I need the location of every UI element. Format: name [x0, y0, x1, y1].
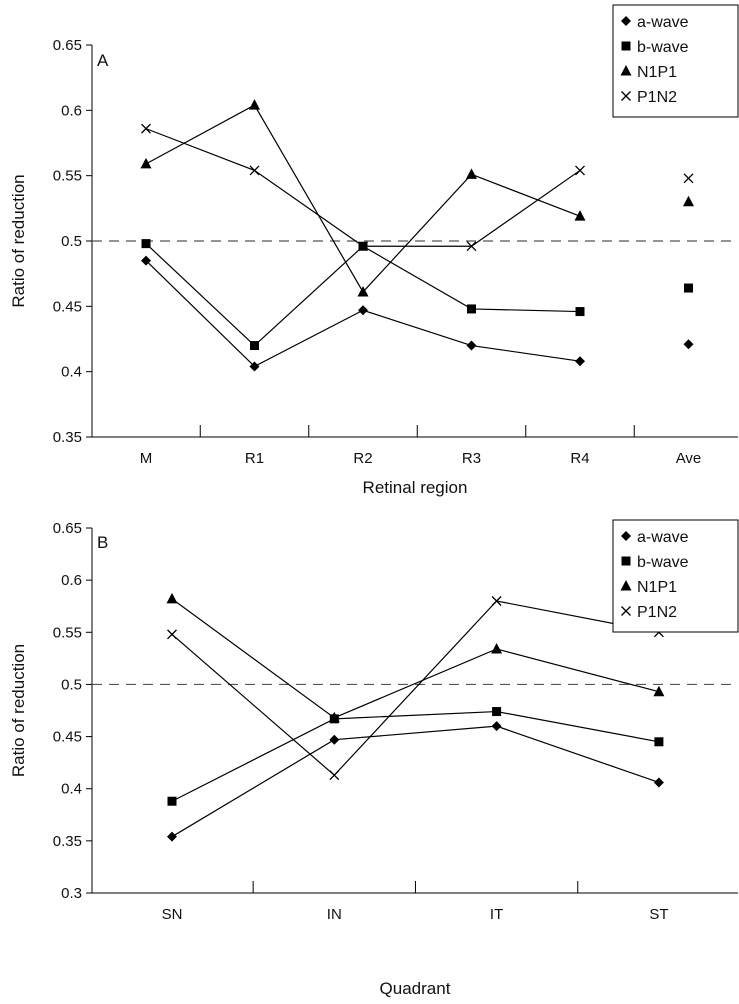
legend-label: a-wave	[637, 14, 689, 31]
data-point-a-wave	[491, 721, 502, 732]
chart-panel-b: 0.3 0.35 0.4 0.45 0.5 0.55 0.6 0.65 SN IN IT ST Quad…	[9, 519, 739, 998]
legend-label: N1P1	[637, 579, 677, 596]
y-axis-title: Ratio of reduction	[9, 644, 28, 777]
legend-marker-N1P1	[620, 65, 632, 76]
y-tick-label: 0.5	[61, 233, 82, 250]
chart-panel-a: 0.35 0.4 0.45 0.5 0.55 0.6 0.65 M R1 R2 R3 R4 Ave Ret…	[9, 4, 739, 497]
data-point-b-wave	[492, 707, 502, 717]
data-point-P1N2	[575, 165, 585, 176]
data-point-N1P1	[328, 711, 340, 723]
data-point-P1N2	[249, 165, 260, 176]
data-point-N1P1	[140, 157, 152, 169]
x-tick-label: R2	[353, 450, 372, 467]
data-point-a-wave	[575, 356, 585, 367]
data-point-P1N2	[329, 770, 340, 781]
data-point-P1N2	[167, 629, 177, 640]
data-point-a-wave	[167, 831, 177, 842]
y-tick-label: 0.65	[53, 37, 82, 54]
x-tick-label: ST	[649, 906, 668, 923]
data-point-N1P1	[466, 168, 477, 179]
legend-box	[612, 4, 739, 118]
x-axis-title: Quadrant	[380, 979, 451, 998]
y-tick-label: 0.45	[53, 298, 82, 315]
series-line-N1P1	[171, 598, 660, 719]
y-tick-label: 0.65	[53, 520, 82, 537]
panel-label: B	[97, 533, 108, 552]
data-point-P1N2	[466, 241, 477, 252]
series-line-b-wave	[171, 710, 660, 802]
x-tick-label: R1	[245, 450, 264, 467]
series-line-N1P1	[145, 104, 581, 293]
legend-label: b-wave	[637, 39, 689, 56]
y-tick-label: 0.35	[53, 429, 82, 446]
data-point-P1N2	[141, 123, 151, 134]
y-axis-title: Ratio of reduction	[9, 174, 28, 307]
x-tick-label: IT	[490, 906, 503, 923]
legend-marker-b-wave	[621, 556, 631, 566]
legend-marker-P1N2	[621, 91, 631, 101]
x-tick-label: M	[140, 450, 153, 467]
data-point-N1P1	[683, 195, 694, 207]
y-tick-label: 0.4	[61, 364, 82, 381]
data-point-b-wave	[684, 283, 693, 293]
x-tick-label: SN	[162, 906, 183, 923]
data-point-N1P1	[653, 685, 665, 697]
legend-box	[612, 519, 739, 633]
y-tick-label: 0.3	[61, 885, 82, 902]
data-point-b-wave	[250, 341, 259, 351]
x-tick-label: IN	[327, 906, 342, 923]
legend-marker-a-wave	[621, 16, 631, 26]
y-tick-label: 0.55	[53, 624, 82, 641]
data-point-N1P1	[357, 285, 369, 297]
legend-label: N1P1	[637, 64, 677, 81]
data-point-a-wave	[249, 361, 260, 372]
panel-label: A	[97, 51, 109, 70]
data-point-b-wave	[167, 796, 177, 806]
legend-marker-b-wave	[621, 41, 631, 51]
series-line-a-wave	[171, 725, 660, 838]
y-tick-label: 0.6	[61, 102, 82, 119]
legend-label: b-wave	[637, 554, 689, 571]
data-point-N1P1	[491, 642, 503, 654]
x-tick-label: R3	[462, 450, 481, 467]
x-axis-title: Retinal region	[363, 478, 468, 497]
data-point-b-wave	[654, 737, 664, 747]
data-point-P1N2	[491, 596, 502, 606]
data-point-a-wave	[683, 339, 694, 350]
legend-label: a-wave	[637, 529, 689, 546]
legend-label: P1N2	[637, 89, 677, 106]
data-point-b-wave	[575, 307, 585, 317]
y-tick-label: 0.6	[61, 572, 82, 589]
x-tick-label: Ave	[676, 450, 702, 467]
series-line-P1N2	[145, 128, 581, 247]
data-point-a-wave	[329, 734, 340, 745]
legend-marker-P1N2	[621, 606, 631, 616]
series-line-P1N2	[171, 600, 660, 776]
data-point-N1P1	[166, 592, 178, 604]
legend-marker-N1P1	[620, 580, 632, 591]
y-tick-label: 0.55	[53, 168, 82, 185]
y-tick-label: 0.35	[53, 833, 82, 850]
x-tick-label: R4	[570, 450, 589, 467]
data-point-a-wave	[466, 340, 477, 351]
y-tick-label: 0.5	[61, 676, 82, 693]
data-point-N1P1	[574, 210, 586, 221]
legend-label: P1N2	[637, 604, 677, 621]
data-point-a-wave	[653, 777, 664, 788]
data-point-N1P1	[249, 99, 260, 110]
data-point-P1N2	[358, 241, 368, 252]
data-point-a-wave	[141, 255, 151, 266]
y-tick-label: 0.45	[53, 729, 82, 746]
data-point-b-wave	[467, 304, 476, 314]
data-point-P1N2	[683, 173, 694, 184]
data-point-a-wave	[358, 305, 368, 316]
legend-marker-a-wave	[621, 531, 631, 541]
data-point-b-wave	[141, 239, 151, 249]
y-tick-label: 0.4	[61, 781, 82, 798]
